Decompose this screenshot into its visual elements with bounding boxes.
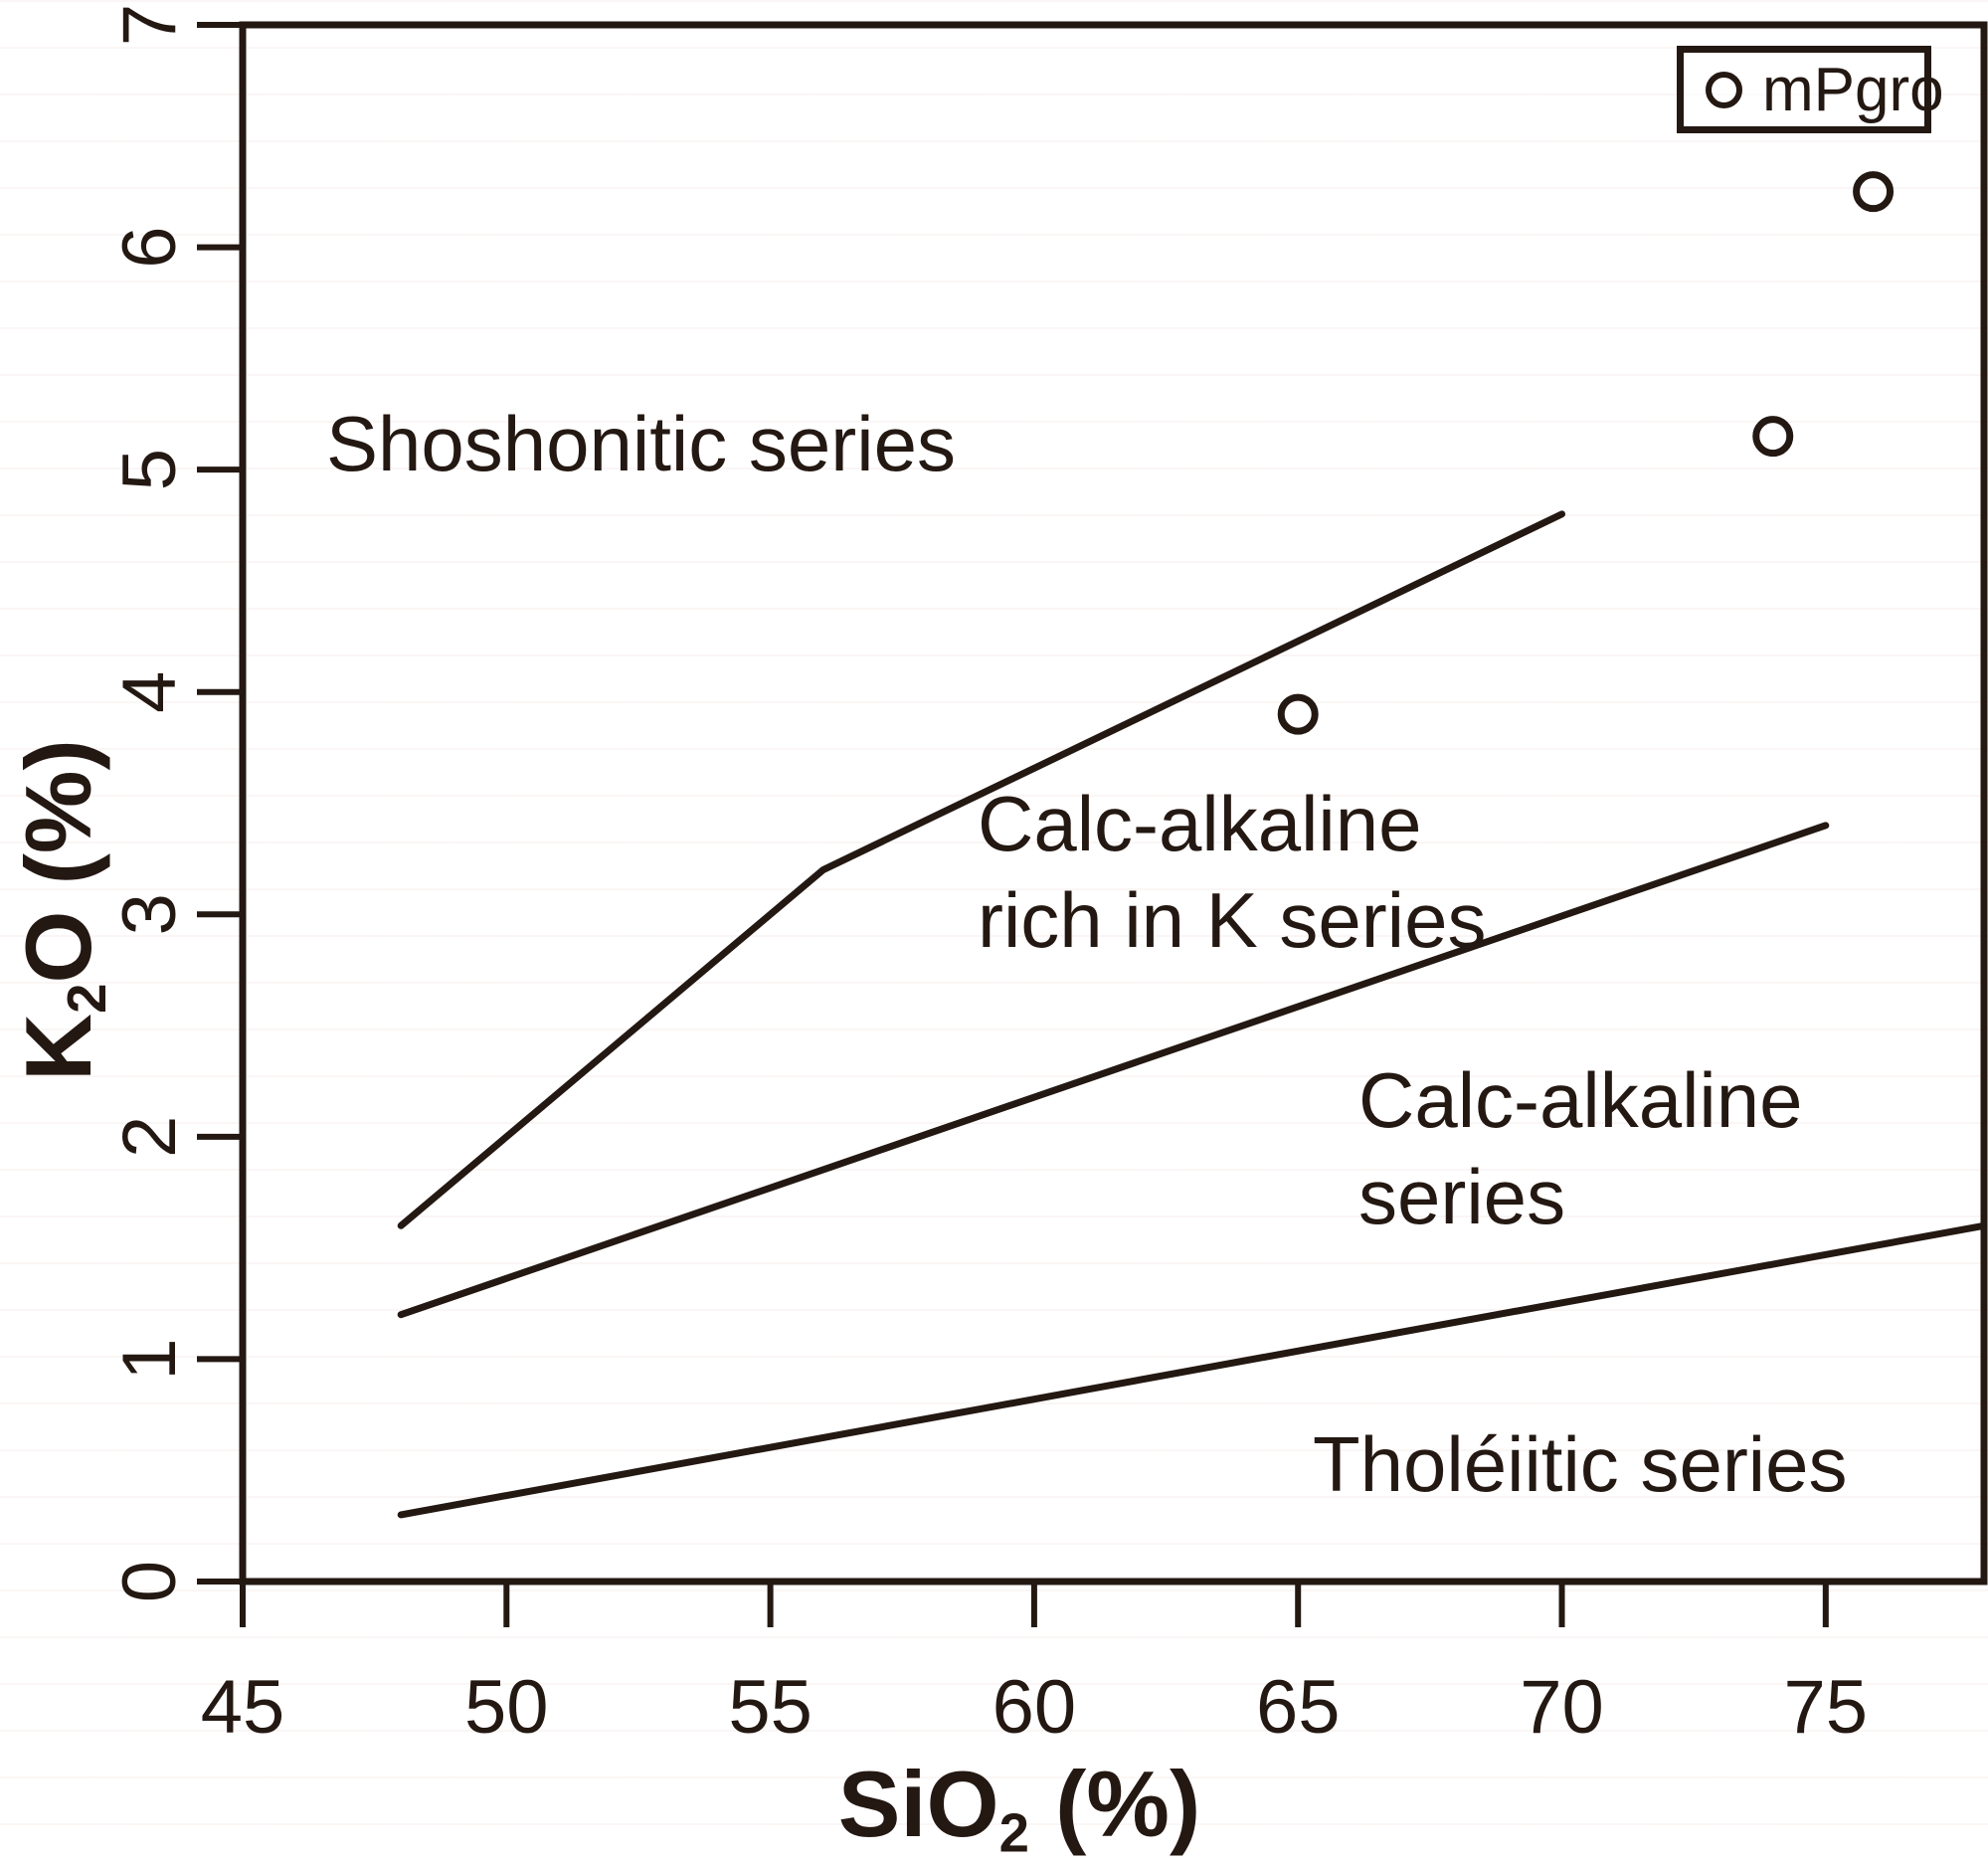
y-axis-tick-label: 6 (107, 226, 192, 268)
y-axis-tick-label: 1 (107, 1338, 192, 1380)
plot-frame (239, 21, 1988, 1585)
tholeiitic-calc-alkaline-boundary (397, 1221, 1988, 1519)
data-point-mPgro (1853, 171, 1895, 213)
x-axis-title: SiO2 (%) (838, 1751, 1201, 1864)
y-axis-title-main: K (5, 1013, 110, 1081)
y-axis-title-subscript: 2 (57, 983, 118, 1014)
shoshonitic-boundary (397, 510, 1566, 1229)
region-label-tholeiitic-series: Tholéiitic series (1313, 1420, 1848, 1508)
y-axis-tick-label: 2 (107, 1116, 192, 1158)
x-axis-tick-label: 60 (993, 1665, 1077, 1750)
y-axis-tick-label: 0 (107, 1561, 192, 1602)
y-axis-tick-label: 5 (107, 449, 192, 490)
region-label-shoshonitic-series: Shoshonitic series (326, 400, 956, 487)
y-axis-title-unit: O (%) (5, 739, 110, 984)
y-axis-title: K2O (%) (5, 739, 118, 1081)
x-axis-tick-label: 70 (1520, 1665, 1604, 1750)
y-axis-tick-label: 4 (107, 671, 192, 713)
x-axis-tick-label: 55 (728, 1665, 813, 1750)
x-axis-tick-label: 45 (201, 1665, 285, 1750)
legend-series-label: mPgro (1762, 55, 1944, 124)
region-label-calc-alkaline-series: Calc-alkaline series (1358, 1056, 1803, 1240)
open-circle-marker-icon (1706, 71, 1742, 108)
x-axis-title-subscript: 2 (998, 1802, 1029, 1864)
x-axis-tick-label: 65 (1256, 1665, 1341, 1750)
high-k-calc-alkaline-boundary (397, 822, 1830, 1319)
x-axis-title-main: SiO (837, 1752, 999, 1856)
y-axis-tick-label: 7 (107, 4, 192, 46)
x-axis-title-unit: (%) (1028, 1752, 1201, 1856)
legend: mPgro (1677, 46, 1944, 133)
x-axis-tick-label: 75 (1784, 1665, 1869, 1750)
x-axis-tick-label: 50 (464, 1665, 549, 1750)
data-point-mPgro (1277, 693, 1319, 735)
data-point-mPgro (1752, 416, 1794, 458)
region-label-calc-alkaline-rich-in-k-series: Calc-alkaline rich in K series (978, 780, 1487, 964)
y-axis-tick-label: 3 (107, 893, 192, 935)
